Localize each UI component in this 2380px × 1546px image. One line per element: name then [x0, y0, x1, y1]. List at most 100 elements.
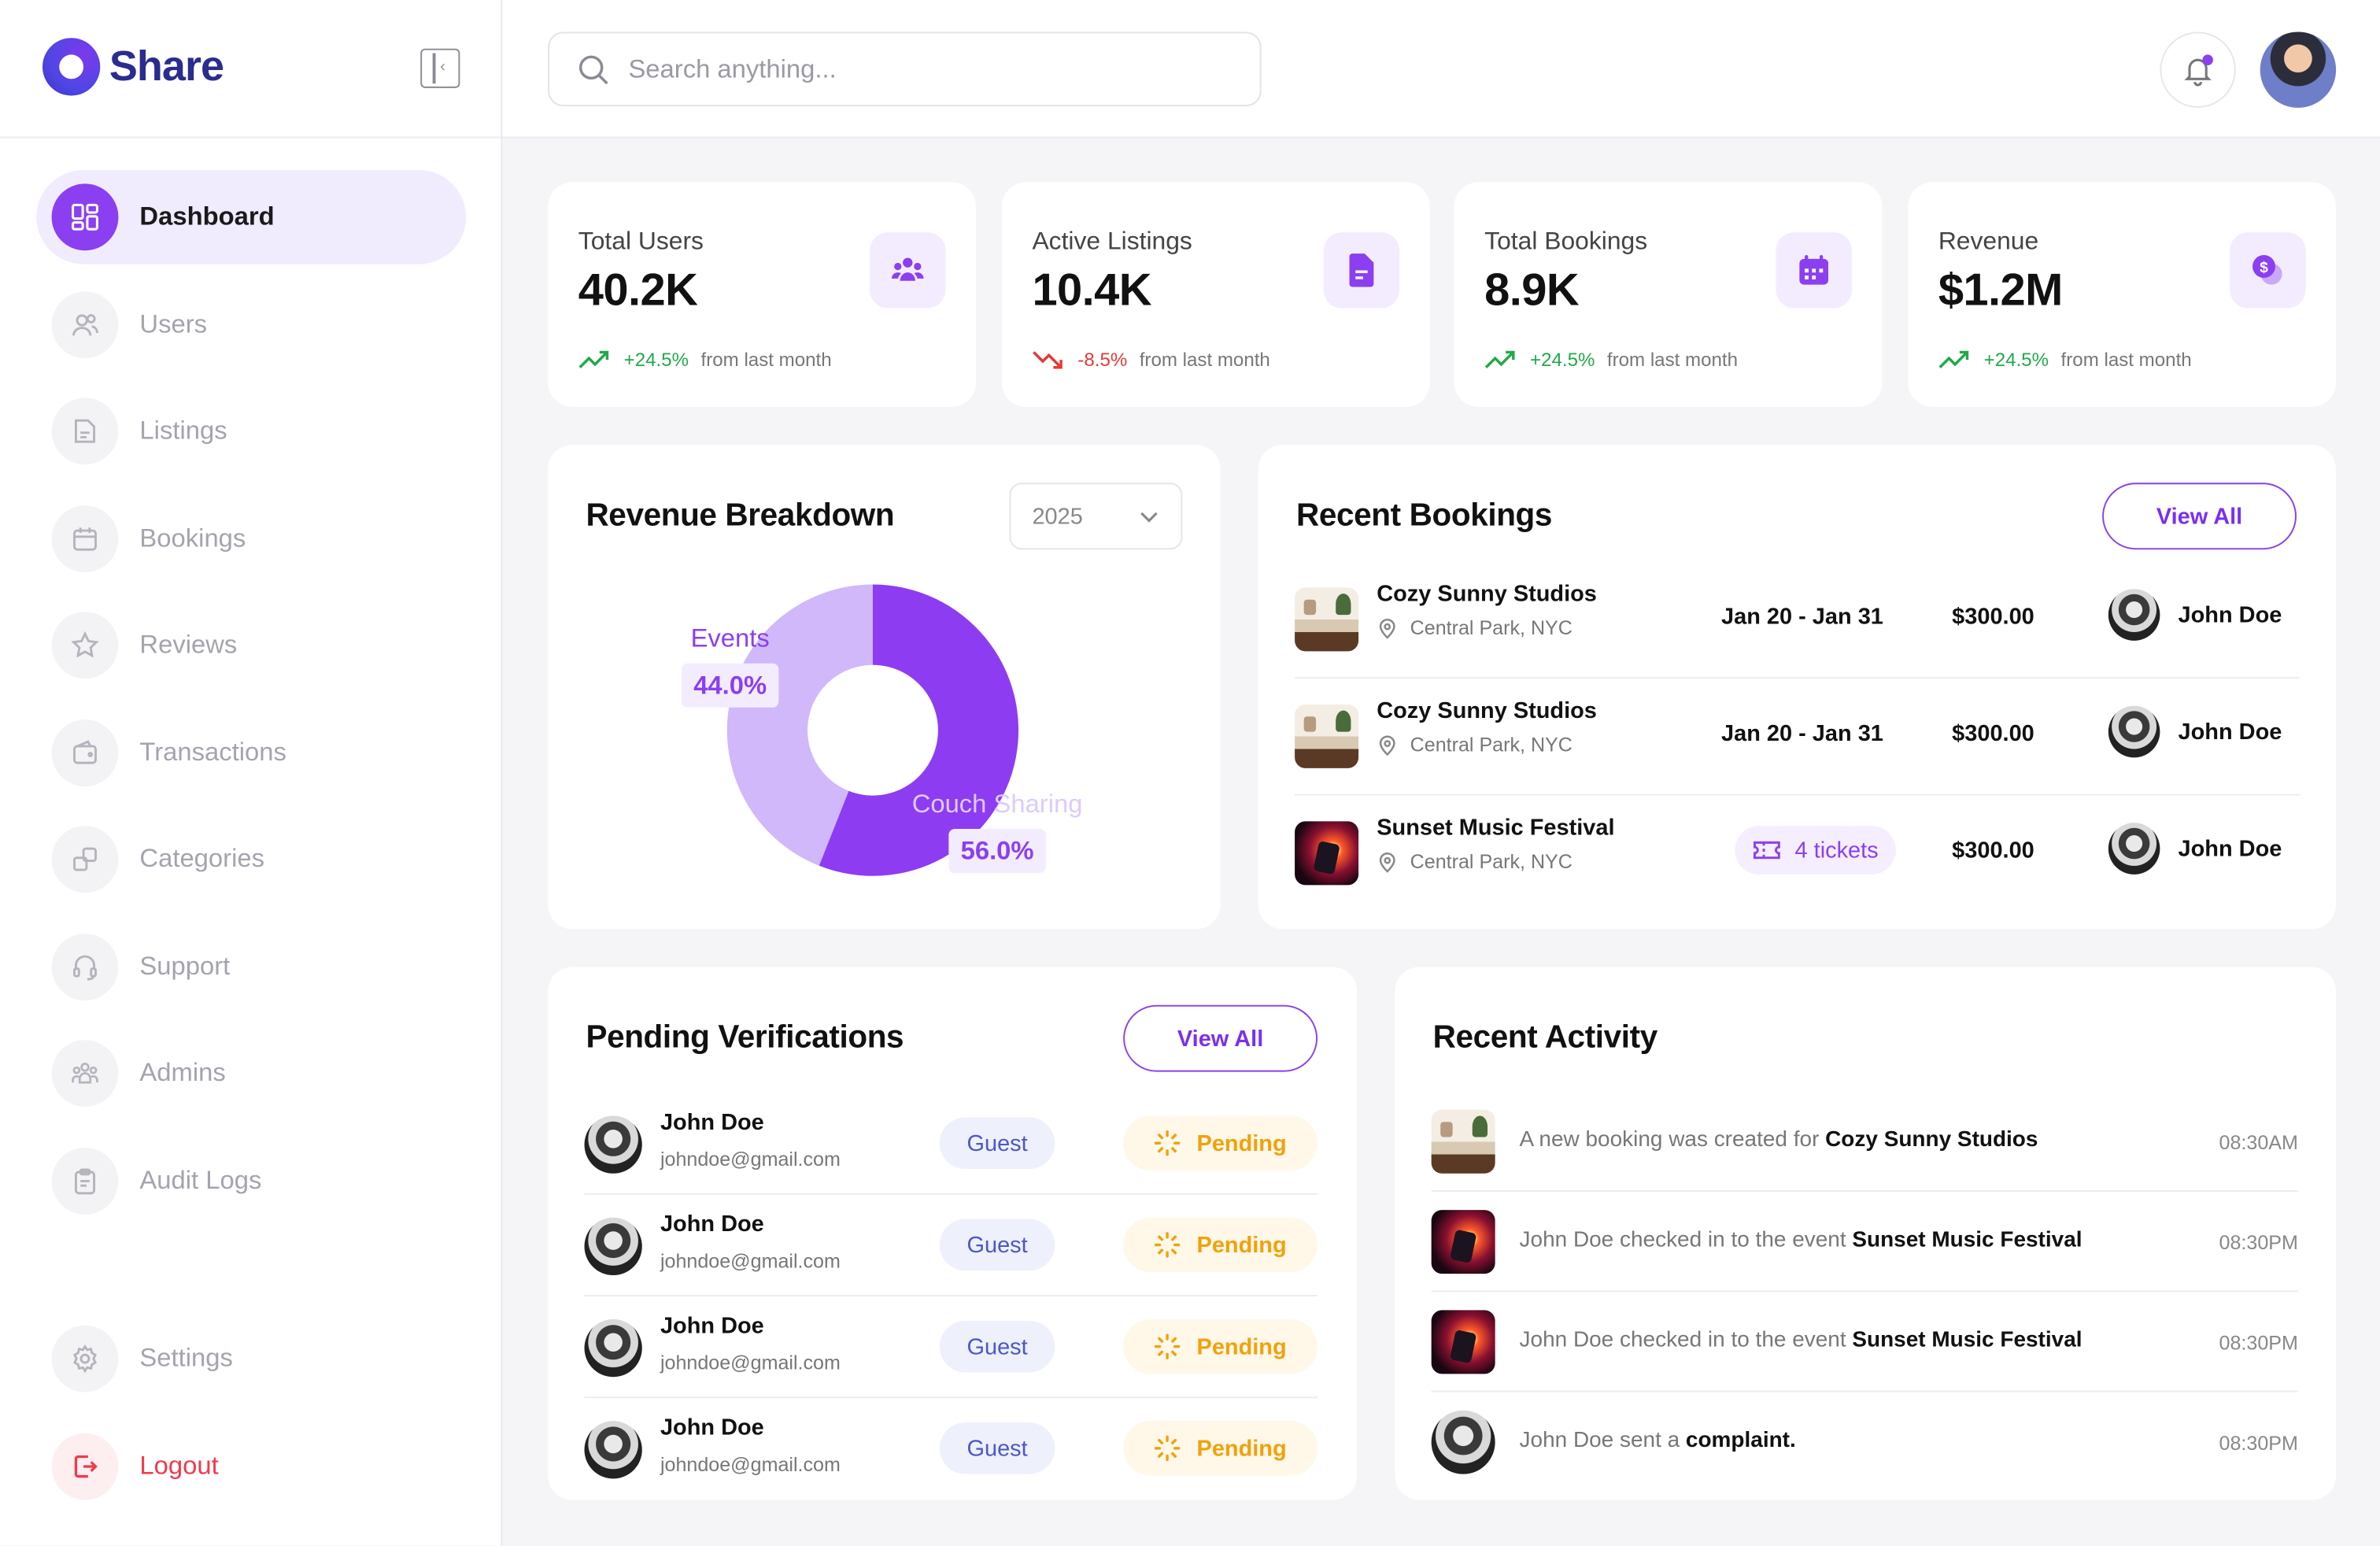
headset-icon [51, 933, 119, 1000]
activity-row[interactable]: A new booking was created for Cozy Sunny … [1431, 1092, 2298, 1192]
stat-trend: +24.5% from last month [1484, 350, 1738, 371]
booking-user-name: John Doe [2178, 835, 2282, 862]
search-input[interactable] [628, 54, 1206, 85]
stat-card-total-bookings: Total Bookings 8.9K +24.5% from last mon… [1454, 182, 1883, 407]
trend-value: +24.5% [1983, 349, 2049, 371]
status-text: Pending [1196, 1232, 1287, 1258]
slice-label-couch-sharing: Couch Sharing [912, 789, 1083, 818]
stat-value: 40.2K [578, 265, 698, 316]
stat-label: Active Listings [1032, 227, 1192, 256]
card-title: Pending Verifications [586, 1020, 904, 1056]
verification-row[interactable]: John Doe johndoe@gmail.com Guest Pending [584, 1398, 1318, 1500]
brand[interactable]: Share [42, 36, 224, 97]
activity-highlight[interactable]: Cozy Sunny Studios [1825, 1127, 2038, 1152]
sidebar-item-admins[interactable]: Admins [36, 1026, 466, 1121]
logout-label: Logout [139, 1450, 219, 1480]
status-badge: Pending [1123, 1217, 1318, 1273]
sidebar-item-dashboard[interactable]: Dashboard [36, 170, 467, 264]
activity-time: 08:30AM [2219, 1130, 2298, 1154]
stat-label: Revenue [1938, 227, 2039, 256]
sidebar-item-listings[interactable]: Listings [36, 384, 466, 479]
verification-name: John Doe [660, 1109, 764, 1136]
pending-verifications-card: Pending Verifications View All John Doe … [548, 967, 1358, 1500]
shapes-icon [51, 826, 119, 893]
activity-time: 08:30PM [2219, 1431, 2298, 1455]
stat-trend: +24.5% from last month [578, 350, 832, 371]
booking-location-text: Central Park, NYC [1410, 733, 1572, 756]
trend-up-icon [578, 350, 609, 368]
recent-bookings-card: Recent Bookings View All Cozy Sunny Stud… [1258, 445, 2337, 930]
booking-row[interactable]: Sunset Music Festival Central Park, NYC … [1295, 796, 2300, 913]
sidebar-item-label: Users [139, 309, 208, 338]
activity-time: 08:30PM [2219, 1331, 2298, 1355]
activity-description: John Doe checked in to the event [1519, 1228, 1846, 1253]
notifications-button[interactable] [2160, 31, 2236, 108]
avatar [584, 1421, 642, 1479]
activity-text: John Doe checked in to the event Sunset M… [1520, 1329, 2082, 1353]
ticket-icon [1754, 841, 1781, 860]
booking-user: John Doe [2108, 589, 2282, 641]
team-icon [51, 1040, 119, 1107]
brand-logo-icon [42, 38, 101, 96]
stat-value: 8.9K [1484, 265, 1580, 316]
activity-row[interactable]: John Doe sent a complaint. 08:30PM [1431, 1393, 2298, 1492]
trend-note: from last month [2060, 349, 2192, 371]
sidebar-item-settings[interactable]: Settings [36, 1311, 466, 1406]
svg-text:$: $ [2260, 260, 2268, 276]
trend-up-icon [1938, 350, 1969, 368]
trend-note: from last month [700, 349, 832, 371]
verification-row[interactable]: John Doe johndoe@gmail.com Guest Pending [584, 1093, 1318, 1195]
sidebar-item-support[interactable]: Support [36, 919, 466, 1014]
logout-icon [51, 1432, 119, 1500]
role-badge: Guest [939, 1219, 1055, 1271]
booking-row[interactable]: Cozy Sunny Studios Central Park, NYC Jan… [1295, 562, 2300, 679]
view-all-bookings-button[interactable]: View All [2102, 483, 2297, 550]
sidebar-collapse-icon[interactable]: ‹ [420, 48, 460, 88]
tickets-badge: 4 tickets [1735, 826, 1896, 875]
card-title: Revenue Breakdown [586, 497, 895, 533]
year-select[interactable]: 2025 [1009, 483, 1183, 550]
event-thumbnail [1431, 1310, 1495, 1374]
spinner-icon [1155, 1333, 1181, 1359]
view-all-verifications-button[interactable]: View All [1123, 1004, 1318, 1072]
donut-slice-events[interactable] [726, 584, 873, 866]
sidebar-item-audit-logs[interactable]: Audit Logs [36, 1134, 466, 1228]
notification-dot [2202, 54, 2213, 65]
listing-thumbnail [1295, 704, 1359, 768]
wallet-icon [51, 719, 119, 786]
verification-email: johndoe@gmail.com [660, 1351, 841, 1374]
activity-row[interactable]: John Doe checked in to the event Sunset M… [1431, 1292, 2298, 1393]
donut-slice-couch-sharing[interactable] [819, 584, 1019, 876]
booking-user-name: John Doe [2178, 601, 2282, 628]
stat-label: Total Users [578, 227, 704, 256]
logout-button[interactable]: Logout [36, 1418, 466, 1513]
trend-down-icon [1033, 351, 1062, 369]
sidebar-item-users[interactable]: Users [36, 277, 466, 372]
location-pin-icon [1379, 852, 1395, 872]
sidebar-item-categories[interactable]: Categories [36, 812, 466, 907]
verification-row[interactable]: John Doe johndoe@gmail.com Guest Pending [584, 1296, 1318, 1399]
booking-row[interactable]: Cozy Sunny Studios Central Park, NYC Jan… [1295, 679, 2300, 796]
stat-card-active-listings: Active Listings 10.4K -8.5% from last mo… [1001, 182, 1430, 407]
verification-email: johndoe@gmail.com [660, 1249, 841, 1273]
activity-highlight[interactable]: complaint. [1685, 1428, 1796, 1453]
avatar [2108, 705, 2160, 758]
sidebar-item-bookings[interactable]: Bookings [36, 491, 466, 586]
search-box[interactable] [548, 31, 1262, 107]
user-avatar[interactable] [2260, 31, 2337, 108]
booking-name: Cozy Sunny Studios [1377, 698, 1597, 724]
sidebar-item-label: Support [139, 951, 231, 980]
verification-row[interactable]: John Doe johndoe@gmail.com Guest Pending [584, 1195, 1318, 1297]
activity-highlight[interactable]: Sunset Music Festival [1852, 1228, 2082, 1253]
booking-price: $300.00 [1952, 721, 2034, 747]
activity-highlight[interactable]: Sunset Music Festival [1852, 1328, 2082, 1353]
activity-description: John Doe checked in to the event [1519, 1328, 1846, 1353]
sidebar: Share ‹ Dashboard Users Listings [0, 0, 503, 1546]
sidebar-item-transactions[interactable]: Transactions [36, 705, 466, 800]
sidebar-item-reviews[interactable]: Reviews [36, 598, 466, 693]
activity-row[interactable]: John Doe checked in to the event Sunset M… [1431, 1192, 2298, 1293]
verification-email: johndoe@gmail.com [660, 1452, 841, 1476]
sidebar-nav: Dashboard Users Listings Bookings [36, 170, 467, 1241]
booking-name: Sunset Music Festival [1377, 815, 1615, 841]
